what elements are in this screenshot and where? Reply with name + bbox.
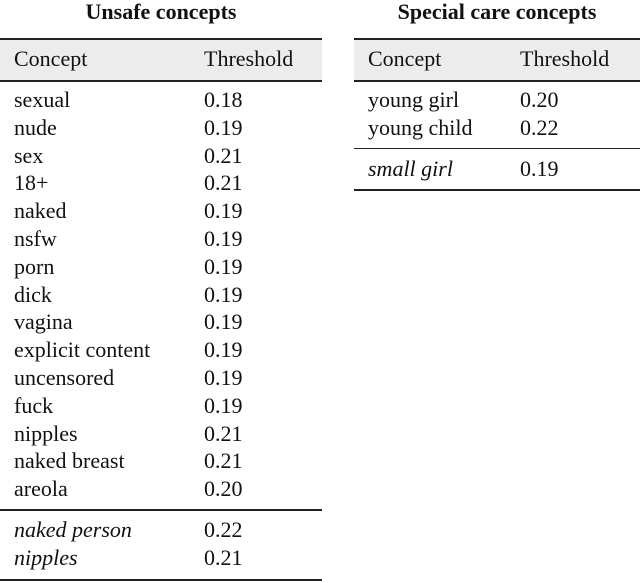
concept-cell-italic: nipples	[14, 544, 78, 570]
column-header: Threshold	[204, 46, 294, 71]
concept-cell: young child	[368, 114, 473, 140]
concept-cell: fuck	[14, 392, 54, 418]
top-rule	[354, 38, 640, 40]
header-rule	[354, 80, 640, 82]
threshold-cell: 0.19	[204, 309, 243, 335]
mid-rule	[0, 509, 322, 511]
column-header: Threshold	[520, 46, 610, 71]
header-rule	[0, 80, 322, 82]
concept-cell-italic: naked person	[14, 517, 132, 542]
threshold-cell: 0.19	[204, 281, 243, 307]
header-row	[354, 40, 640, 80]
threshold-cell: 0.19	[204, 198, 243, 224]
column-header: Concept	[368, 46, 442, 71]
threshold-cell: 0.20	[520, 87, 559, 112]
concept-cell: nipples	[14, 420, 78, 446]
concept-cell: vagina	[14, 309, 73, 335]
threshold-cell: 0.19	[204, 392, 243, 418]
bottom-rule	[0, 578, 322, 581]
threshold-cell: 0.21	[204, 142, 243, 168]
concept-cell: dick	[14, 281, 52, 307]
special-title: Special care concepts	[397, 0, 597, 24]
threshold-cell: 0.18	[204, 87, 243, 112]
threshold-cell: 0.19	[204, 114, 243, 140]
header-row	[0, 40, 322, 80]
unsafe-title: Unsafe concepts	[85, 0, 237, 24]
unsafe-concepts-table: Concept Threshold sexual 0.18 nude 0.19 sex 0.2…	[0, 38, 322, 583]
threshold-cell: 0.19	[204, 365, 243, 390]
threshold-cell: 0.19	[204, 226, 243, 251]
concept-cell: sex	[14, 142, 44, 168]
special-care-table: Concept Threshold young girl 0.20 young chil…	[354, 38, 640, 193]
threshold-cell: 0.21	[204, 170, 243, 196]
threshold-cell: 0.22	[520, 114, 559, 140]
concept-cell: nude	[14, 114, 57, 140]
concept-cell-italic: small girl	[368, 155, 453, 181]
column-header: Concept	[14, 46, 88, 71]
concept-cell: porn	[14, 253, 55, 279]
threshold-cell: 0.19	[520, 155, 559, 181]
threshold-cell: 0.20	[204, 476, 243, 502]
concept-cell: explicit content	[14, 337, 151, 363]
concept-cell: nsfw	[14, 226, 57, 251]
concept-cell: 18+	[14, 170, 49, 196]
threshold-cell: 0.21	[204, 420, 243, 446]
concept-cell: uncensored	[14, 365, 115, 390]
threshold-cell: 0.19	[204, 253, 243, 279]
bottom-rule	[354, 189, 640, 192]
concept-cell: sexual	[14, 87, 71, 112]
top-rule	[0, 38, 322, 40]
threshold-cell: 0.22	[204, 517, 243, 542]
concept-cell: areola	[14, 476, 68, 502]
concept-cell: young girl	[368, 87, 460, 112]
threshold-cell: 0.21	[204, 448, 243, 474]
threshold-cell: 0.19	[204, 337, 243, 363]
mid-rule	[354, 147, 640, 150]
concept-cell: naked	[14, 198, 67, 224]
concept-cell: naked breast	[14, 448, 125, 474]
threshold-cell: 0.21	[204, 544, 243, 570]
